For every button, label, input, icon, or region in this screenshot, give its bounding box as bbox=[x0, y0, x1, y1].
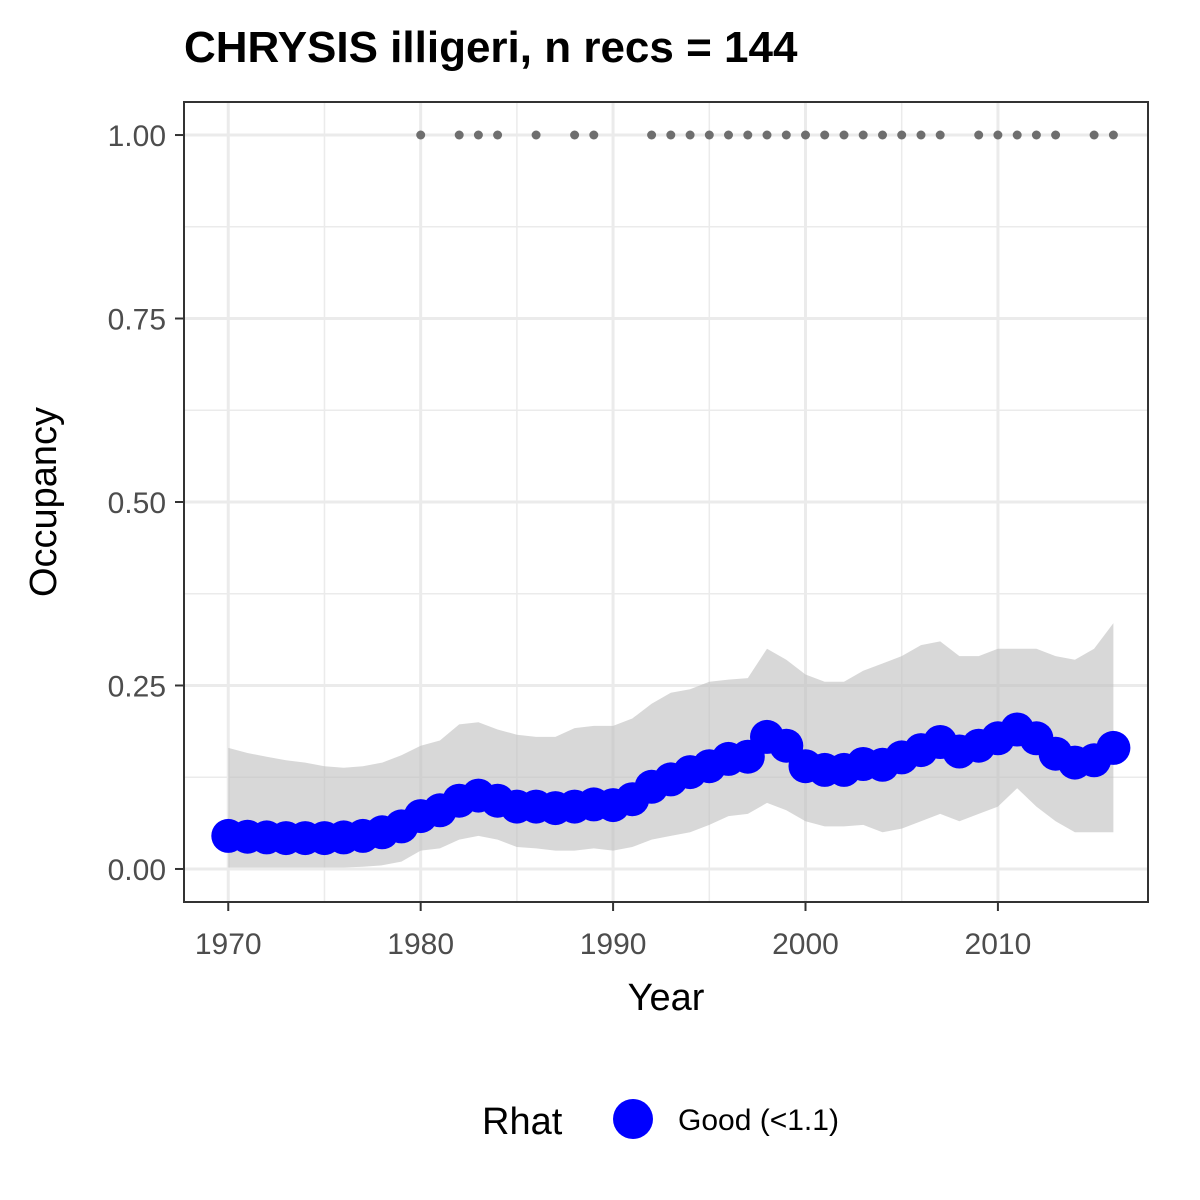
x-tick-label: 2000 bbox=[772, 928, 839, 961]
record-marker bbox=[647, 130, 657, 140]
y-tick-label: 0.25 bbox=[108, 670, 166, 703]
record-marker bbox=[897, 130, 907, 140]
x-tick-label: 2010 bbox=[965, 928, 1032, 961]
y-axis-title: Occupancy bbox=[23, 407, 65, 597]
record-marker bbox=[531, 130, 541, 140]
record-marker bbox=[473, 130, 483, 140]
legend-key-good bbox=[613, 1099, 653, 1139]
record-marker bbox=[781, 130, 791, 140]
y-tick-label: 0.50 bbox=[108, 487, 166, 520]
record-marker bbox=[839, 130, 849, 140]
record-marker bbox=[858, 130, 868, 140]
record-marker bbox=[935, 130, 945, 140]
record-marker bbox=[454, 130, 464, 140]
occupancy-point bbox=[1096, 730, 1131, 765]
y-tick-label: 0.00 bbox=[108, 854, 166, 887]
record-marker bbox=[916, 130, 926, 140]
record-marker bbox=[416, 130, 426, 140]
y-tick-label: 0.75 bbox=[108, 304, 166, 337]
occupancy-points bbox=[211, 712, 1131, 856]
record-marker bbox=[878, 130, 887, 140]
record-marker bbox=[493, 130, 503, 140]
y-tick-label: 1.00 bbox=[108, 120, 166, 153]
legend-title: Rhat bbox=[482, 1101, 563, 1143]
record-marker bbox=[974, 130, 984, 140]
record-marker bbox=[724, 130, 733, 140]
chart-title: CHRYSIS illigeri, n recs = 144 bbox=[184, 23, 798, 72]
record-marker bbox=[1031, 130, 1041, 140]
record-marker bbox=[666, 130, 676, 140]
x-tick-label: 1970 bbox=[195, 928, 262, 961]
x-axis-title: Year bbox=[628, 977, 705, 1019]
record-marker bbox=[820, 130, 830, 140]
record-marker bbox=[743, 130, 753, 140]
record-marker bbox=[1012, 130, 1022, 140]
record-marker bbox=[801, 130, 810, 140]
x-tick-label: 1990 bbox=[580, 928, 647, 961]
x-tick-label: 1980 bbox=[387, 928, 454, 961]
record-marker bbox=[570, 130, 580, 140]
record-marker bbox=[762, 130, 772, 140]
record-marker bbox=[993, 130, 1003, 140]
record-marker bbox=[685, 130, 695, 140]
legend: Rhat Good (<1.1) bbox=[482, 1099, 839, 1143]
record-marker bbox=[589, 130, 599, 140]
record-marker bbox=[704, 130, 714, 140]
y-axis: 0.00 0.25 0.50 0.75 1.00 bbox=[108, 120, 184, 887]
record-markers bbox=[416, 130, 1118, 140]
legend-label-good: Good (<1.1) bbox=[678, 1104, 839, 1137]
record-marker bbox=[1108, 130, 1118, 140]
record-marker bbox=[1089, 130, 1099, 140]
record-marker bbox=[1051, 130, 1061, 140]
x-axis: 1970 1980 1990 2000 2010 bbox=[195, 902, 1031, 961]
